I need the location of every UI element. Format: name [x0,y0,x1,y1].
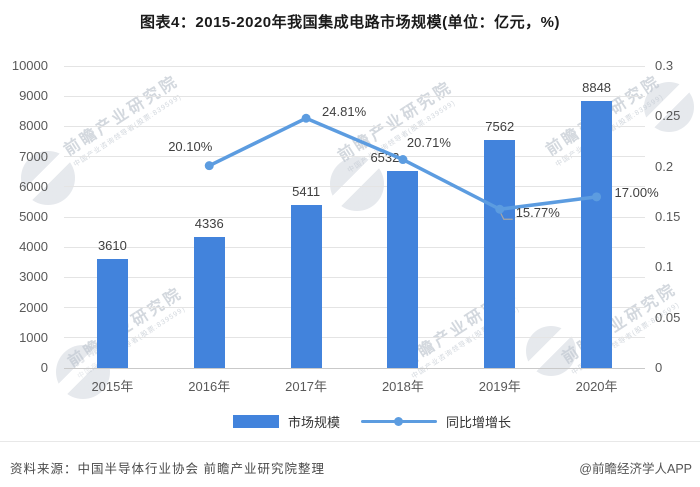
bar-2017年 [290,204,322,368]
bar-2015年 [96,258,128,368]
x-axis-tick: 2016年 [188,379,231,394]
y-axis-tick-left: 9000 [19,88,48,104]
gridline [64,95,645,97]
bar-value-label: 5411 [292,183,321,199]
x-axis-tick: 2015年 [91,379,134,394]
legend-line-label: 同比增增长 [446,414,512,430]
y-axis-tick-left: 2000 [19,299,48,315]
bar-2018年 [387,170,419,368]
line-value-label: 20.71% [406,134,451,150]
legend-line-dot-icon [394,416,404,426]
footer-divider [0,441,700,442]
x-axis-tick: 2019年 [478,379,521,394]
y-axis-tick-left: 5000 [19,209,48,224]
y-axis-tick-left: 6000 [19,178,48,194]
y-axis-tick-right: 0.1 [655,259,674,275]
bar-value-label: 3610 [97,237,127,253]
legend-bar-label: 市场规模 [288,414,341,430]
gridline [64,186,645,188]
gridline [64,307,645,309]
bar-2020年 [581,100,613,368]
legend: 市场规模 同比增增长 [233,413,512,430]
y-axis-tick-right: 0.15 [655,209,681,224]
line-point-marker [204,161,214,171]
gridline [64,216,645,218]
y-axis-tick-right: 0.2 [655,158,674,174]
line-value-label: 24.81% [322,104,367,120]
legend-bar-swatch [233,414,279,428]
x-axis-tick: 2018年 [381,379,424,394]
line-value-label: 15.77% [515,205,560,221]
y-axis-tick-right: 0.05 [655,309,681,325]
gridline [64,65,645,67]
y-axis-tick-left: 4000 [19,239,48,255]
bar-value-label: 7562 [485,118,515,134]
bar-value-label: 4336 [194,216,224,232]
legend-line-swatch [361,416,438,426]
y-axis-tick-left: 8000 [19,118,48,134]
x-axis-tick: 2020年 [575,379,618,394]
line-value-label: 17.00% [614,184,659,200]
bar-value-label: 8848 [582,79,612,95]
gridline [64,246,645,248]
y-axis-tick-left: 1000 [19,329,48,345]
bar-2016年 [193,237,225,368]
y-axis-tick-left: 3000 [19,269,48,285]
y-axis-tick-right: 0 [655,360,663,375]
bar-value-label: 6532 [370,149,400,165]
bar-2019年 [484,139,516,368]
gridline [64,337,645,339]
y-axis-tick-left: 7000 [19,148,48,164]
gridline [64,125,645,127]
gridline [64,276,645,278]
y-axis-tick-left: 10000 [11,58,48,73]
footer-source-text: 资料来源：中国半导体行业协会 前瞻产业研究院整理 [10,462,325,476]
x-axis-line [64,367,645,369]
line-value-label: 20.10% [168,138,213,154]
y-axis-tick-right: 0.25 [655,108,681,124]
chart-title: 图表4：2015-2020年我国集成电路市场规模(单位：亿元，%) [140,14,560,31]
y-axis-tick-left: 0 [40,360,48,375]
y-axis-tick-right: 0.3 [655,58,674,73]
footer-credit-text: @前瞻经济学人APP [579,462,692,476]
x-axis-tick: 2017年 [285,379,328,394]
